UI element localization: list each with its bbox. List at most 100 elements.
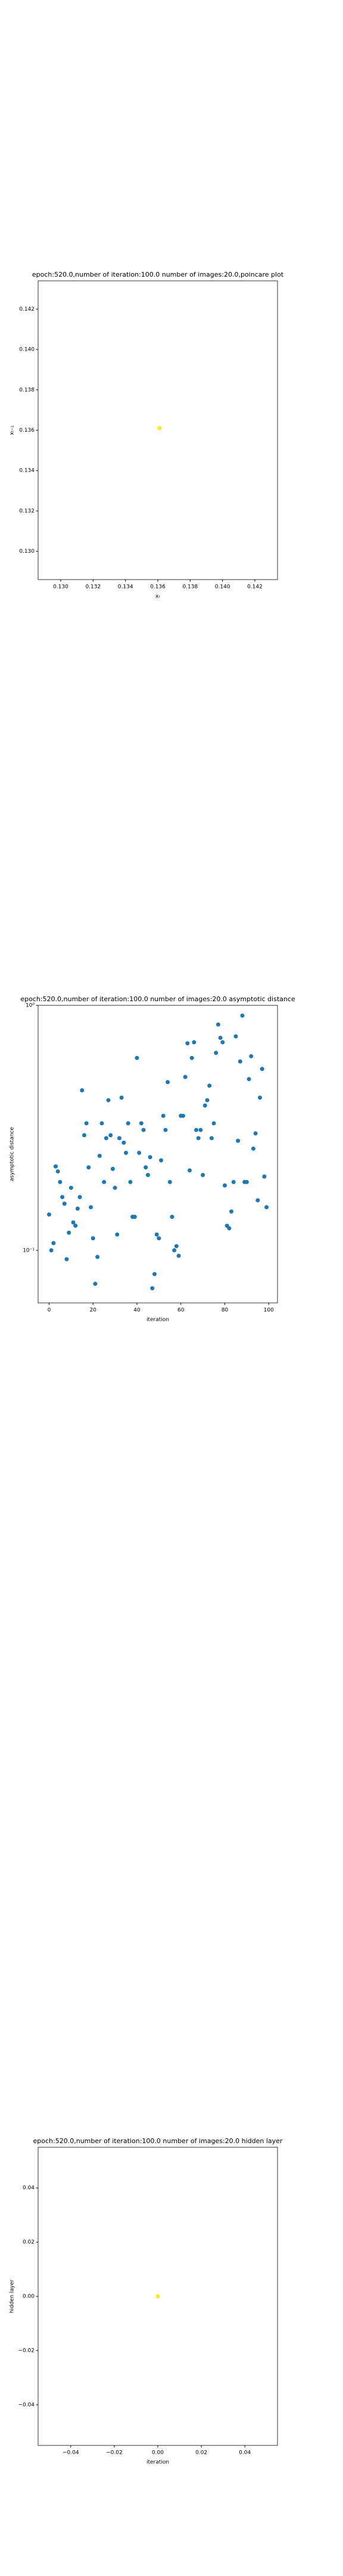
point xyxy=(62,1202,67,1206)
point xyxy=(214,1051,219,1055)
point xyxy=(106,1098,111,1103)
point xyxy=(222,1183,227,1188)
point xyxy=(110,1166,115,1171)
y-tick-label: 0.140 xyxy=(19,347,35,353)
point xyxy=(238,1059,242,1064)
point xyxy=(167,1179,172,1184)
point xyxy=(249,1054,254,1058)
point xyxy=(152,1272,157,1277)
x-tick-label: 80 xyxy=(222,1308,229,1314)
x-tick-label: −0.02 xyxy=(106,2450,123,2456)
point xyxy=(145,1172,150,1177)
point xyxy=(257,1095,262,1100)
point xyxy=(60,1194,65,1199)
point xyxy=(135,1055,139,1060)
point xyxy=(229,1209,234,1214)
point xyxy=(71,1220,76,1225)
x-tick-label: 0.142 xyxy=(247,584,263,590)
point xyxy=(64,1257,69,1262)
point xyxy=(198,1128,203,1132)
y-tick-label: 0.134 xyxy=(19,468,35,474)
x-axis-label: iteration xyxy=(146,1317,169,1323)
point xyxy=(54,1164,58,1169)
point xyxy=(49,1248,54,1253)
point xyxy=(253,1131,258,1136)
point xyxy=(192,1040,197,1045)
point xyxy=(150,1286,155,1290)
point xyxy=(205,1098,210,1103)
point xyxy=(157,426,162,431)
point xyxy=(236,1138,241,1143)
y-tick-label: 0.00 xyxy=(23,2294,35,2300)
point xyxy=(189,1055,194,1060)
point xyxy=(155,2294,160,2299)
x-axis-label: iteration xyxy=(146,2460,169,2466)
point xyxy=(163,1128,168,1132)
point xyxy=(166,1080,170,1085)
y-tick-label: 10⁻¹ xyxy=(23,1247,35,1253)
point xyxy=(119,1095,124,1100)
x-tick-label: −0.04 xyxy=(63,2450,79,2456)
point xyxy=(154,1232,159,1237)
point xyxy=(227,1226,232,1231)
point xyxy=(148,1155,152,1160)
point xyxy=(82,1133,86,1138)
point xyxy=(91,1236,95,1241)
point xyxy=(86,1165,91,1170)
y-tick-label: 0.132 xyxy=(19,508,35,514)
point xyxy=(58,1179,63,1184)
x-tick-label: 60 xyxy=(177,1308,185,1314)
point xyxy=(102,1179,107,1184)
x-tick-label: 0 xyxy=(48,1308,51,1314)
point xyxy=(97,1153,102,1158)
y-tick-label: −0.02 xyxy=(18,2348,35,2354)
point xyxy=(157,1236,161,1241)
point xyxy=(240,1013,245,1018)
point xyxy=(89,1205,93,1209)
point xyxy=(117,1136,121,1141)
point xyxy=(51,1241,56,1246)
point xyxy=(75,1206,80,1211)
chart-title: epoch:520.0,number of iteration:100.0 nu… xyxy=(32,271,284,278)
chart-title: epoch:520.0,number of iteration:100.0 nu… xyxy=(33,2137,283,2145)
point xyxy=(121,1140,126,1145)
point xyxy=(185,1041,190,1046)
point xyxy=(115,1232,120,1237)
point xyxy=(68,1185,73,1190)
y-tick-label: 0.02 xyxy=(23,2240,35,2246)
point xyxy=(141,1128,146,1132)
y-tick-label: 0.130 xyxy=(19,549,35,555)
point xyxy=(218,1035,223,1040)
x-tick-label: 0.04 xyxy=(239,2450,251,2456)
y-tick-label: −0.04 xyxy=(18,2402,35,2408)
point xyxy=(84,1121,89,1126)
x-tick-label: 0.134 xyxy=(118,584,133,590)
point xyxy=(244,1179,249,1184)
point xyxy=(80,1088,85,1092)
x-axis-label: xₜ xyxy=(155,594,160,600)
point xyxy=(137,1150,142,1155)
point xyxy=(233,1034,238,1039)
point xyxy=(260,1067,264,1072)
point xyxy=(231,1179,236,1184)
x-tick-label: 100 xyxy=(264,1308,274,1314)
x-tick-label: 20 xyxy=(89,1308,96,1314)
point xyxy=(220,1040,225,1045)
point xyxy=(255,1198,260,1203)
point xyxy=(264,1205,269,1209)
point xyxy=(108,1133,113,1138)
y-axis-label: xₜ₋₁ xyxy=(10,425,15,435)
point xyxy=(194,1128,199,1132)
point xyxy=(174,1244,179,1249)
chart-title: epoch:520.0,number of iteration:100.0 nu… xyxy=(20,995,295,1003)
point xyxy=(196,1136,201,1141)
point xyxy=(247,1077,251,1082)
point xyxy=(201,1172,205,1177)
point xyxy=(216,1022,220,1027)
point xyxy=(172,1248,177,1253)
point xyxy=(73,1224,78,1228)
point xyxy=(67,1230,71,1235)
point xyxy=(202,1103,207,1108)
